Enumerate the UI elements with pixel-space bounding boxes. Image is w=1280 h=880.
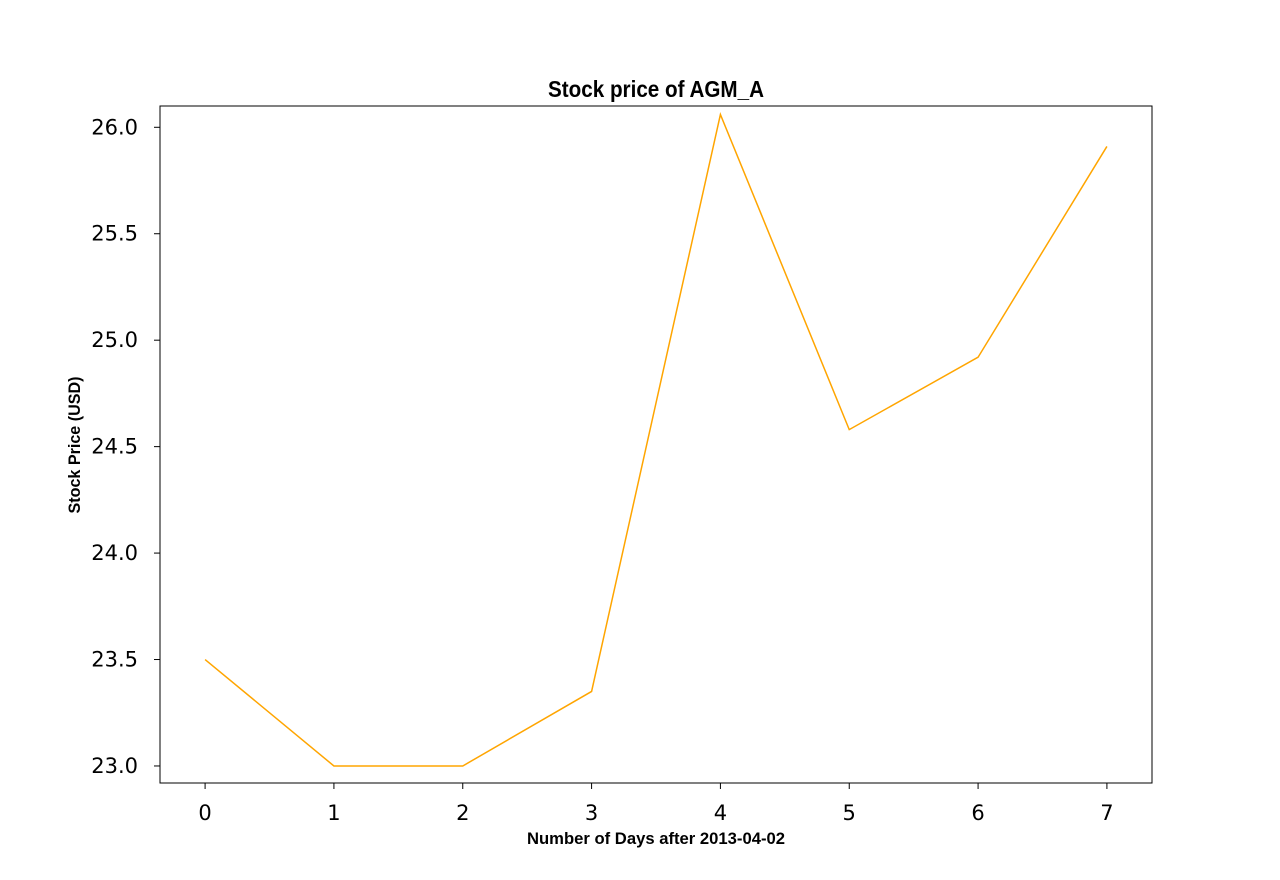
x-axis-label: Number of Days after 2013-04-02 <box>527 829 785 848</box>
series-layer <box>204 112 1108 767</box>
x-tick-label: 4 <box>714 801 727 825</box>
series-line <box>204 112 1108 767</box>
y-tick-label: 25.0 <box>91 328 138 352</box>
x-tick-label: 5 <box>843 801 856 825</box>
y-tick-label: 26.0 <box>91 115 138 139</box>
plot-area <box>159 105 1153 784</box>
y-tick-label: 23.0 <box>91 754 138 778</box>
x-tick-label: 1 <box>327 801 340 825</box>
chart-title: Stock price of AGM_A <box>548 76 764 102</box>
y-tick-label: 24.5 <box>91 435 138 459</box>
x-tick-label: 6 <box>971 801 984 825</box>
y-tick-label: 24.0 <box>91 541 138 565</box>
y-axis: 23.0 23.5 24.0 24.5 25.0 25.5 26.0 <box>91 115 160 778</box>
y-tick-label: 25.5 <box>91 222 138 246</box>
y-tick-label: 23.5 <box>91 648 138 672</box>
x-tick-label: 7 <box>1100 801 1113 825</box>
x-tick-label: 3 <box>585 801 598 825</box>
x-tick-label: 2 <box>456 801 469 825</box>
y-axis-label: Stock Price (USD) <box>65 377 84 514</box>
x-tick-label: 0 <box>198 801 211 825</box>
x-axis: 0 1 2 3 4 5 6 7 <box>198 783 1114 825</box>
